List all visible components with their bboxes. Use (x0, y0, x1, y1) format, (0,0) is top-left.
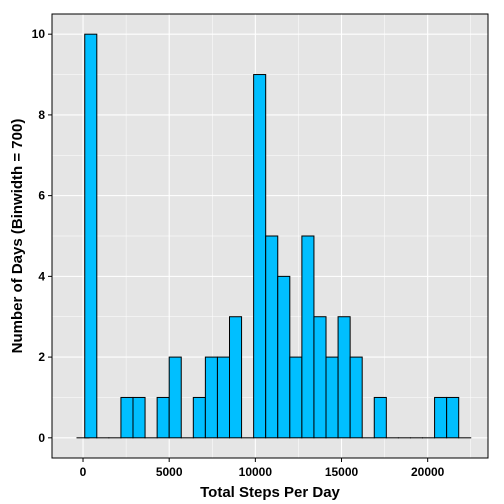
histogram-bar (325, 356, 339, 439)
histogram-bar (168, 356, 182, 439)
histogram-bar (337, 316, 351, 439)
histogram-bar (132, 396, 146, 439)
histogram-bar (373, 396, 387, 439)
histogram-bar (156, 396, 170, 439)
histogram-bar (301, 235, 315, 439)
x-tick-label: 5000 (156, 465, 183, 479)
histogram-bar (289, 356, 303, 439)
histogram-bar (204, 356, 218, 439)
histogram-bars (76, 33, 472, 439)
x-tick-label: 20000 (411, 465, 445, 479)
y-tick-label: 10 (32, 27, 46, 41)
x-axis-title: Total Steps Per Day (200, 484, 340, 501)
histogram-bar (120, 396, 134, 439)
histogram-bar (265, 235, 279, 439)
histogram-bar (229, 316, 243, 439)
histogram-bar (192, 396, 206, 439)
histogram-bar (84, 33, 98, 439)
y-tick-label: 2 (38, 350, 45, 364)
x-axis-ticks: 0 5000 10000 15000 20000 (80, 458, 445, 479)
plot-border (51, 13, 489, 459)
y-axis-title: Number of Days (Binwidth = 700) (9, 119, 26, 354)
x-tick-label: 15000 (325, 465, 359, 479)
histogram-bar (216, 356, 231, 439)
x-tick-label: 0 (80, 465, 87, 479)
histogram-bar (434, 396, 448, 439)
y-axis-ticks: 0 2 4 6 8 10 (32, 27, 52, 445)
y-tick-label: 0 (38, 431, 45, 445)
histogram-bar (277, 275, 291, 439)
y-tick-label: 6 (38, 189, 45, 203)
histogram-bar (446, 396, 460, 439)
y-tick-label: 8 (38, 108, 45, 122)
grid-lines (52, 14, 488, 458)
histogram-bar (253, 74, 267, 439)
histogram-bar (349, 356, 363, 439)
x-tick-label: 10000 (239, 465, 273, 479)
histogram-bar (313, 316, 327, 439)
y-tick-label: 4 (38, 269, 45, 283)
